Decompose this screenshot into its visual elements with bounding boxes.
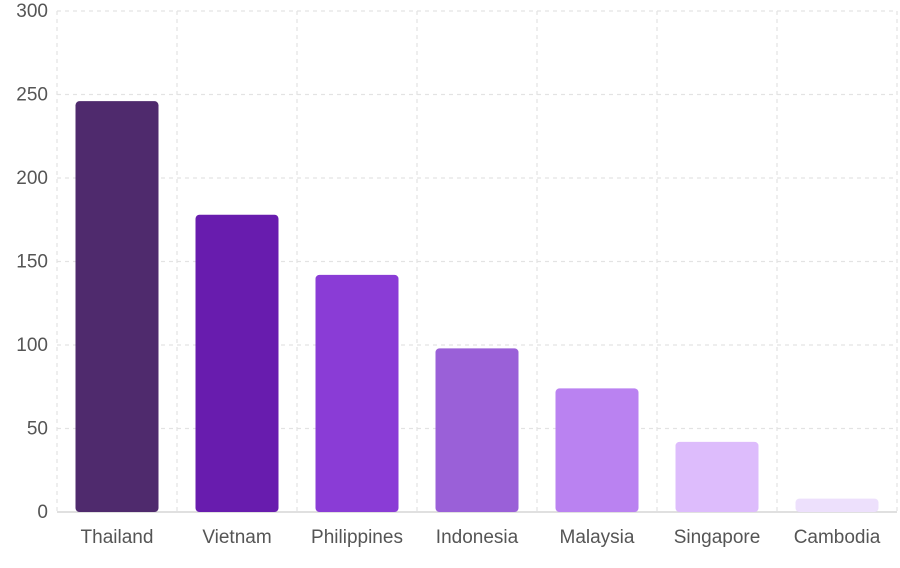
y-tick-label: 0 [37,502,48,523]
bar-indonesia[interactable] [435,348,519,512]
y-tick-label: 100 [16,335,48,356]
bar-cambodia[interactable] [795,498,879,512]
y-tick-label: 50 [27,419,48,440]
bar-malaysia[interactable] [555,388,639,512]
x-tick-label: Malaysia [560,527,635,548]
y-tick-label: 250 [16,85,48,106]
y-axis-ticks: 0 50 100 150 200 250 300 [16,1,48,523]
y-tick-label: 150 [16,252,48,273]
x-axis-labels: Thailand Vietnam Philippines Indonesia Malay… [81,527,881,548]
x-tick-label: Vietnam [202,527,271,548]
x-tick-label: Cambodia [794,527,881,548]
bar-singapore[interactable] [675,441,759,512]
x-tick-label: Indonesia [436,527,519,548]
y-tick-label: 200 [16,168,48,189]
bar-vietnam[interactable] [195,214,279,513]
y-tick-label: 300 [16,1,48,22]
grid [56,10,898,513]
x-tick-label: Singapore [674,527,761,548]
bar-thailand[interactable] [75,101,159,513]
bar-philippines[interactable] [315,274,399,512]
x-tick-label: Thailand [81,527,154,548]
x-tick-label: Philippines [311,527,403,548]
bars [75,101,879,513]
